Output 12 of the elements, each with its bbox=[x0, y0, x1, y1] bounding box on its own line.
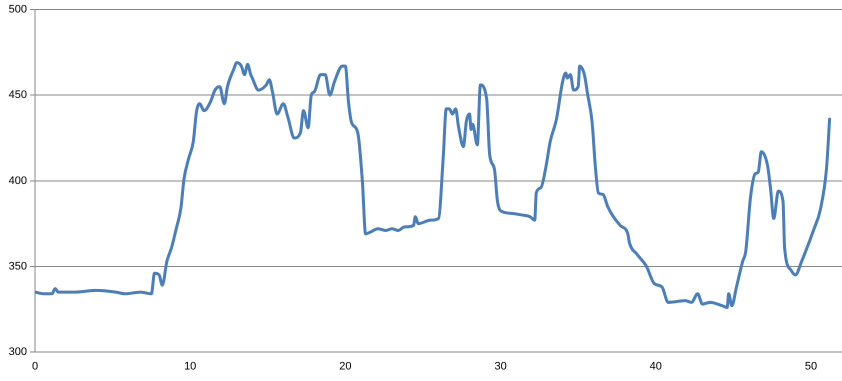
x-tick-label: 10 bbox=[184, 360, 196, 373]
y-tick-label: 300 bbox=[8, 346, 27, 358]
y-tick-label: 500 bbox=[8, 4, 27, 16]
x-tick-label: 30 bbox=[494, 360, 507, 373]
x-tick-label: 50 bbox=[804, 360, 818, 373]
y-tick-label: 450 bbox=[8, 89, 27, 102]
line-series bbox=[35, 61, 832, 309]
y-tick-label: 400 bbox=[8, 174, 27, 187]
y-tick-label: 350 bbox=[8, 260, 27, 272]
x-tick-label: 0 bbox=[32, 360, 38, 373]
x-tick-label: 40 bbox=[650, 360, 662, 373]
x-tick-label: 20 bbox=[339, 360, 352, 373]
